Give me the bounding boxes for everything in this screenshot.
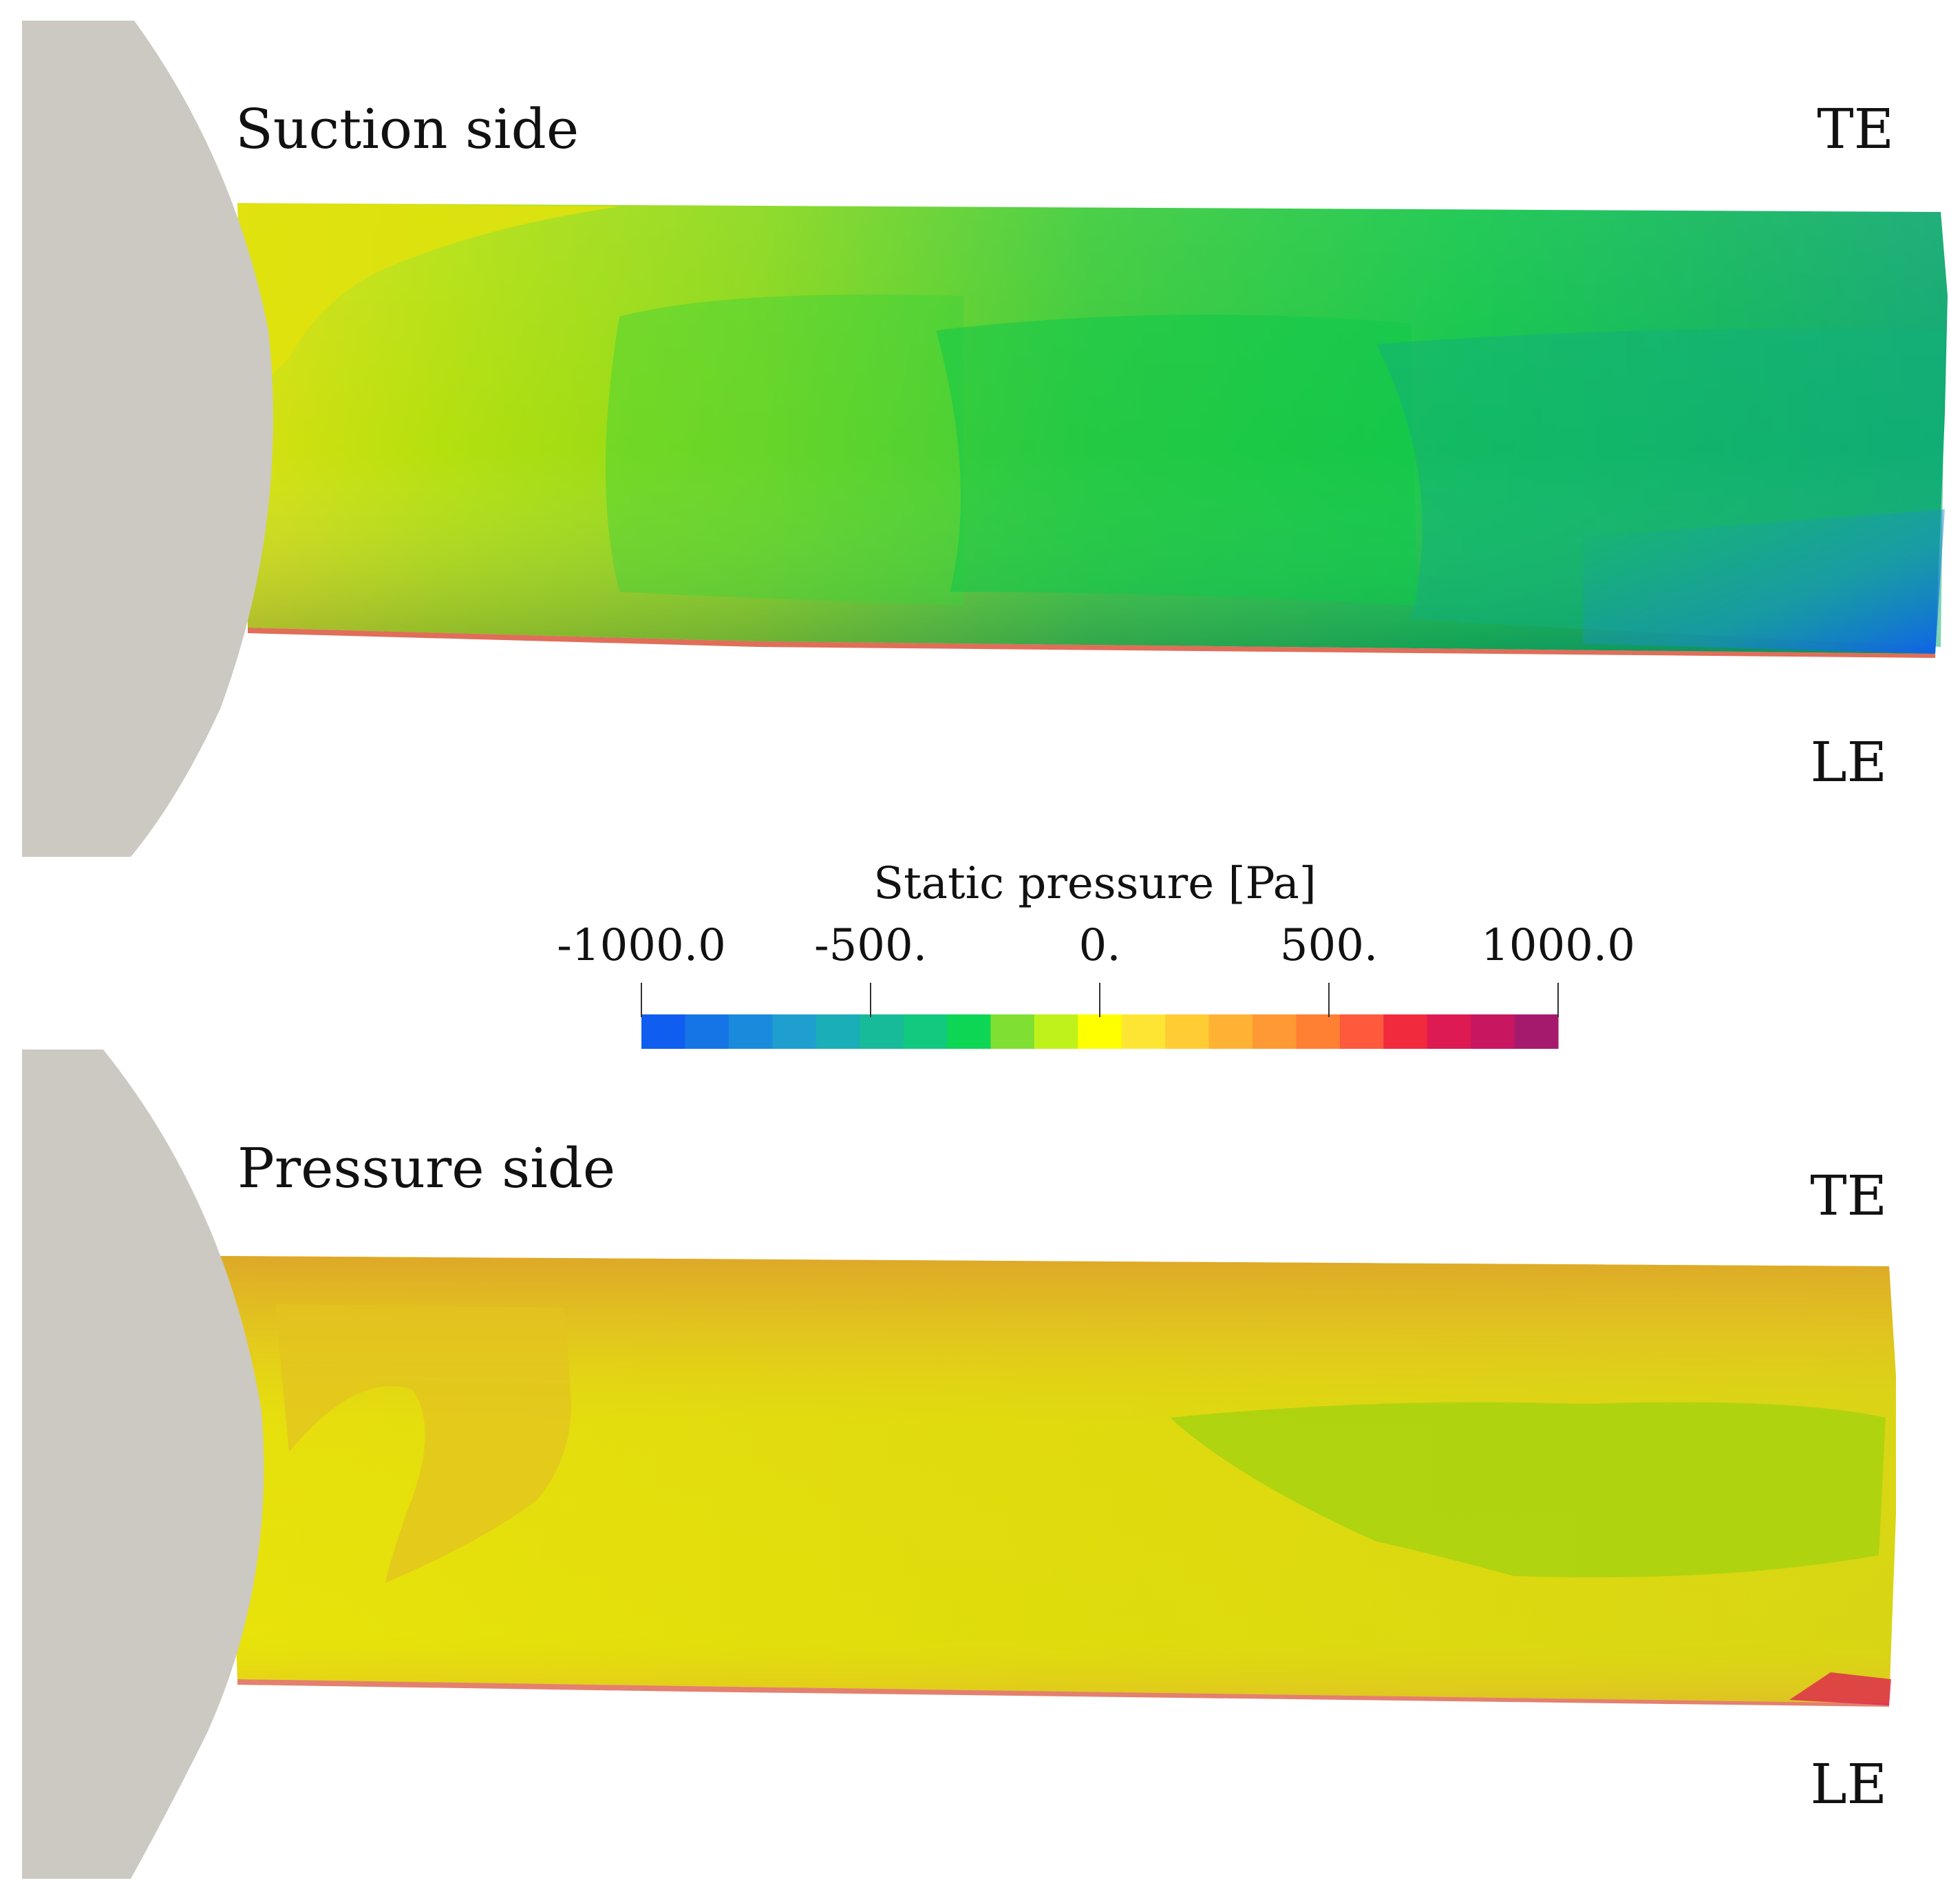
colorbar-tick-label: -500. — [814, 920, 927, 971]
colorbar-tick-label: 500. — [1280, 920, 1378, 971]
suction-blade-surface — [237, 203, 1948, 658]
colorbar-swatch — [772, 1014, 817, 1049]
colorbar-swatch — [1165, 1014, 1210, 1049]
colorbar-swatch — [816, 1014, 860, 1049]
pressure-blade-surface — [220, 1256, 1896, 1707]
colorbar-swatch — [1208, 1014, 1253, 1049]
colorbar-swatches — [641, 1014, 1559, 1049]
pressure-le-label: LE — [1810, 1752, 1887, 1816]
colorbar-swatch — [947, 1014, 992, 1049]
colorbar-ticks: -1000.0 -500. 0. 500. 1000.0 — [557, 920, 1635, 1017]
colorbar-tick-label: -1000.0 — [557, 920, 726, 971]
pressure-side-title: Pressure side — [237, 1136, 615, 1200]
suction-hub — [22, 21, 273, 857]
colorbar-tick-label: 0. — [1078, 920, 1120, 971]
colorbar-swatch — [1514, 1014, 1559, 1049]
suction-side-title: Suction side — [235, 97, 579, 161]
colorbar-swatch — [1427, 1014, 1471, 1049]
colorbar-swatch — [1471, 1014, 1515, 1049]
suction-te-label: TE — [1817, 97, 1894, 161]
colorbar-swatch — [641, 1014, 686, 1049]
colorbar: Static pressure [Pa] -1000.0 -500. 0. 500. 1… — [557, 858, 1635, 1049]
colorbar-swatch — [1121, 1014, 1166, 1049]
colorbar-swatch — [1383, 1014, 1428, 1049]
colorbar-swatch — [728, 1014, 773, 1049]
colorbar-swatch — [990, 1014, 1035, 1049]
colorbar-swatch — [1034, 1014, 1078, 1049]
colorbar-swatch — [685, 1014, 729, 1049]
suction-le-label: LE — [1810, 730, 1887, 794]
colorbar-swatch — [1296, 1014, 1341, 1049]
colorbar-swatch — [1339, 1014, 1384, 1049]
pressure-hub — [22, 1050, 264, 1879]
colorbar-title: Static pressure [Pa] — [873, 858, 1317, 909]
colorbar-swatch — [1078, 1014, 1122, 1049]
colorbar-swatch — [903, 1014, 948, 1049]
pressure-side-panel: Pressure side TE LE — [22, 1050, 1896, 1879]
colorbar-swatch — [860, 1014, 904, 1049]
colorbar-tick-label: 1000.0 — [1481, 920, 1635, 971]
suction-side-panel: Suction side TE LE — [22, 21, 1948, 857]
pressure-te-label: TE — [1810, 1164, 1887, 1228]
colorbar-swatch — [1253, 1014, 1297, 1049]
